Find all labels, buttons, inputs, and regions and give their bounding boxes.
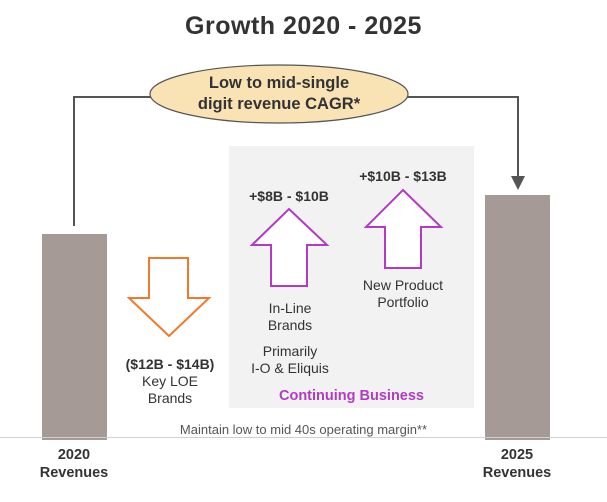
inline-line1: In-Line [268,300,312,316]
inline-line3: Primarily [262,343,318,359]
bar-2025 [485,193,550,440]
inline-line4: I-O & Eliquis [251,360,329,376]
bar-2020-label: 2020 Revenues [14,446,134,482]
page-title: Growth 2020 - 2025 [185,12,422,40]
bar-2025-top-gap [485,193,550,195]
newprod-line2: Portfolio [377,294,429,310]
inline-range: +$8B - $10B [249,188,329,204]
continuing-business-panel [229,146,474,408]
operating-margin-note: Maintain low to mid 40s operating margin… [179,422,428,437]
cagr-text: Low to mid-single digit revenue CAGR* [150,64,408,124]
newprod-range: +$10B - $13B [359,168,447,184]
bar-2020-caption: Revenues [39,465,109,481]
loe-line1: Key LOE [141,373,199,389]
newprod-line1: New Product [362,277,444,293]
up-arrow-icon [363,188,444,269]
cagr-ellipse [149,64,409,124]
inline-label: In-Line Brands [230,300,350,334]
cagr-line2: digit revenue CAGR* [197,95,361,113]
bar-2020-top-gap [42,232,107,234]
bar-2020 [42,232,107,440]
down-arrow-icon [126,257,212,338]
bar-2020-year: 2020 [57,447,91,463]
loe-label: ($12B - $14B) Key LOE Brands [100,356,240,407]
continuing-business-label: Continuing Business [279,388,424,404]
connector-arrow-head [511,176,525,190]
cagr-line1: Low to mid-single [208,74,350,92]
bar-2025-caption: Revenues [482,465,552,481]
bar-2025-year: 2025 [500,447,534,463]
newprod-label: New Product Portfolio [338,277,468,311]
loe-range: ($12B - $14B) [125,356,215,372]
bar-2025-label: 2025 Revenues [457,446,577,482]
baseline [0,437,607,438]
loe-line2: Brands [147,390,193,406]
up-arrow-icon [249,207,330,287]
inline-line2: Brands [267,317,313,333]
inline-primary-label: Primarily I-O & Eliquis [225,343,355,377]
